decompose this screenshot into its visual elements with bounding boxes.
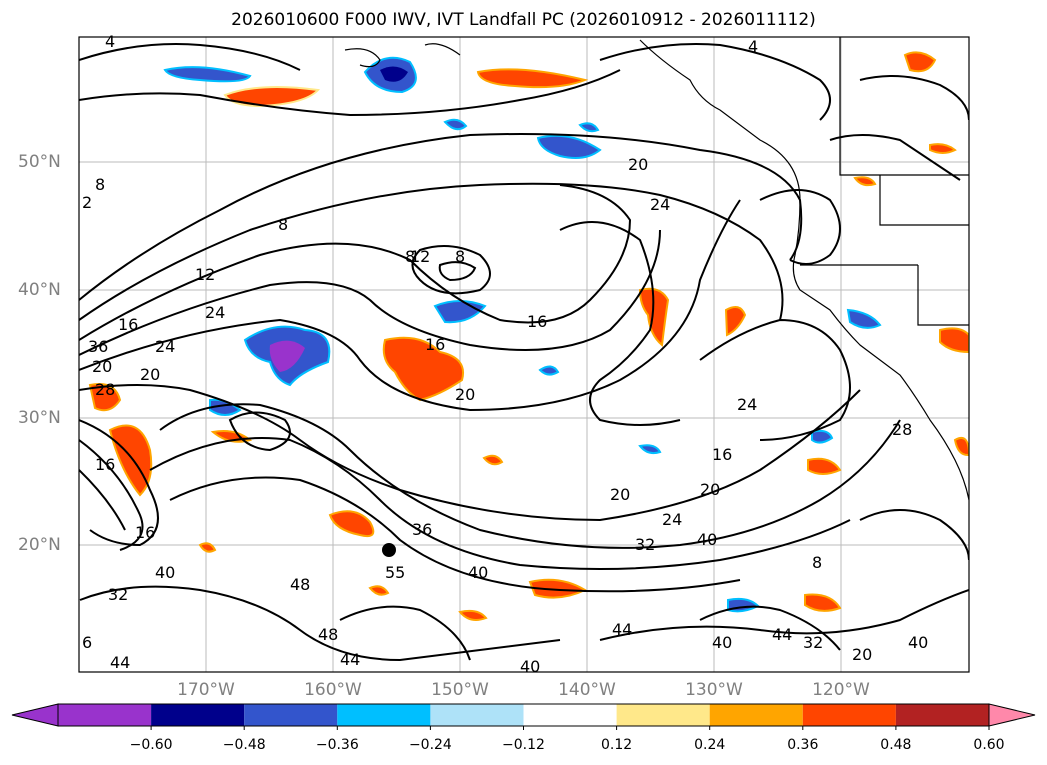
contour-label: 20 (92, 357, 112, 376)
colorbar-extend-high (988, 703, 1036, 727)
contour-label: 28 (892, 420, 912, 439)
contour-label: 8 (95, 175, 105, 194)
lat-label-30n: 30°N (18, 408, 61, 428)
contour-label: 12 (410, 247, 430, 266)
contour-label: 48 (318, 625, 338, 644)
contour-label: 24 (737, 395, 757, 414)
colorbar-tick-label: 0.60 (973, 737, 1005, 753)
colorbar-segment (337, 704, 431, 726)
contour-label: 32 (803, 633, 823, 652)
map-background (79, 37, 969, 672)
coastline (344, 37, 969, 501)
colorbar-segment (58, 704, 152, 726)
contour-label: 4 (748, 37, 758, 56)
contour-label: 20 (852, 645, 872, 664)
map-frame (78, 36, 970, 673)
contour-label: 6 (82, 633, 92, 652)
colorbar-segment (895, 704, 989, 726)
pc-filled-contours (88, 51, 969, 621)
contour-label: 32 (635, 535, 655, 554)
contour-label: 24 (662, 510, 682, 529)
contour-label: 44 (612, 620, 632, 639)
contour-label: 44 (772, 625, 792, 644)
contour-label: 24 (205, 303, 225, 322)
colorbar-segment (523, 704, 617, 726)
contour-label: 55 (385, 563, 405, 582)
colorbar-segment (616, 704, 710, 726)
contour-label: 16 (425, 335, 445, 354)
colorbar-tick-label: −0.60 (129, 737, 173, 753)
colorbar-segment (244, 704, 338, 726)
contour-label: 20 (140, 365, 160, 384)
contour-label: 8 (455, 247, 465, 266)
contour-label: 8 (812, 553, 822, 572)
contour-label: 16 (712, 445, 732, 464)
contour-label: 32 (108, 585, 128, 604)
colorbar-tick-label: −0.36 (315, 737, 359, 753)
storm-center-marker (382, 543, 396, 557)
contour-label: 24 (155, 337, 175, 356)
colorbar-segment (709, 704, 803, 726)
contour-label: 40 (468, 563, 488, 582)
lon-label-140w: 140°W (558, 680, 616, 700)
contour-label: 16 (135, 523, 155, 542)
contour-label: 20 (610, 485, 630, 504)
map-title: 2026010600 F000 IWV, IVT Landfall PC (20… (231, 10, 816, 30)
contour-label: 4 (105, 32, 115, 51)
contour-label: 16 (527, 312, 547, 331)
contour-label: 48 (290, 575, 310, 594)
colorbar-tick-label: 0.48 (880, 737, 912, 753)
contour-label: 16 (95, 455, 115, 474)
colorbar (11, 703, 1036, 730)
lat-label-40n: 40°N (18, 280, 61, 300)
contour-label: 40 (908, 633, 928, 652)
colorbar-tick-label: −0.24 (408, 737, 452, 753)
contour-label: 40 (520, 657, 540, 676)
contour-label: 20 (628, 155, 648, 174)
contour-label-layer: 4 482881281216242024362028161620241620202… (82, 32, 928, 676)
contour-label: 20 (700, 480, 720, 499)
contour-label: 24 (650, 195, 670, 214)
contour-label: 28 (95, 380, 115, 399)
contour-label: 40 (712, 633, 732, 652)
iwv-contour-lines (79, 43, 969, 662)
contour-label: 8 (405, 247, 415, 266)
lat-label-20n: 20°N (18, 535, 61, 555)
contour-label: 36 (412, 520, 432, 539)
lon-label-120w: 120°W (812, 680, 870, 700)
contour-label: 20 (455, 385, 475, 404)
contour-label: 2 (82, 193, 92, 212)
contour-label: 44 (110, 653, 130, 672)
contour-label: 12 (195, 265, 215, 284)
graticule (79, 37, 969, 672)
colorbar-extend-low (11, 703, 59, 727)
lon-label-160w: 160°W (304, 680, 362, 700)
colorbar-tick-label: −0.48 (222, 737, 266, 753)
colorbar-segment (430, 704, 524, 726)
colorbar-segment (802, 704, 896, 726)
lon-label-150w: 150°W (431, 680, 489, 700)
contour-label: 44 (340, 650, 360, 669)
colorbar-tick-label: 0.24 (694, 737, 726, 753)
colorbar-tick-label: 0.36 (787, 737, 819, 753)
lon-label-170w: 170°W (177, 680, 235, 700)
lat-label-50n: 50°N (18, 152, 61, 172)
contour-label: 36 (88, 337, 108, 356)
colorbar-segment (151, 704, 245, 726)
contour-label: 40 (697, 530, 717, 549)
contour-label: 16 (118, 315, 138, 334)
colorbar-tick-label: 0.12 (601, 737, 633, 753)
colorbar-tick-label: −0.12 (502, 737, 545, 753)
lon-label-130w: 130°W (685, 680, 743, 700)
contour-label: 40 (155, 563, 175, 582)
contour-label: 8 (278, 215, 288, 234)
